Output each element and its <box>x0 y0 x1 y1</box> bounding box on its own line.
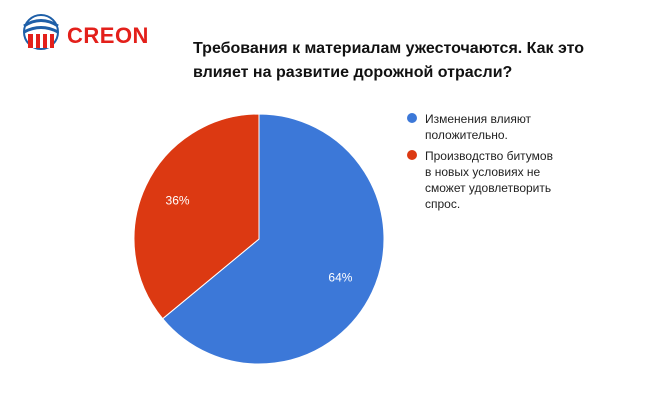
chart-legend: Изменения влияют положительно. Производст… <box>407 111 557 217</box>
legend-swatch-2 <box>407 150 417 160</box>
pie-slice-label-1: 64% <box>328 270 352 284</box>
creon-logo-icon <box>23 14 59 50</box>
chart-title: Требования к материалам ужесточаются. Ка… <box>193 40 584 81</box>
legend-label-2: Производство битумов в новых условиях не… <box>425 149 553 211</box>
brand-name: CREON <box>67 23 149 48</box>
pie-slice-2 <box>133 113 260 320</box>
pie-slice-1 <box>161 113 385 365</box>
legend-swatch-1 <box>407 113 417 123</box>
legend-item-1: Изменения влияют положительно. <box>407 111 557 143</box>
pie-slice-label-2: 36% <box>166 194 190 208</box>
creon-logo <box>19 11 149 53</box>
legend-label-1: Изменения влияют положительно. <box>425 112 532 142</box>
legend-item-2: Производство битумов в новых условиях не… <box>407 148 557 212</box>
